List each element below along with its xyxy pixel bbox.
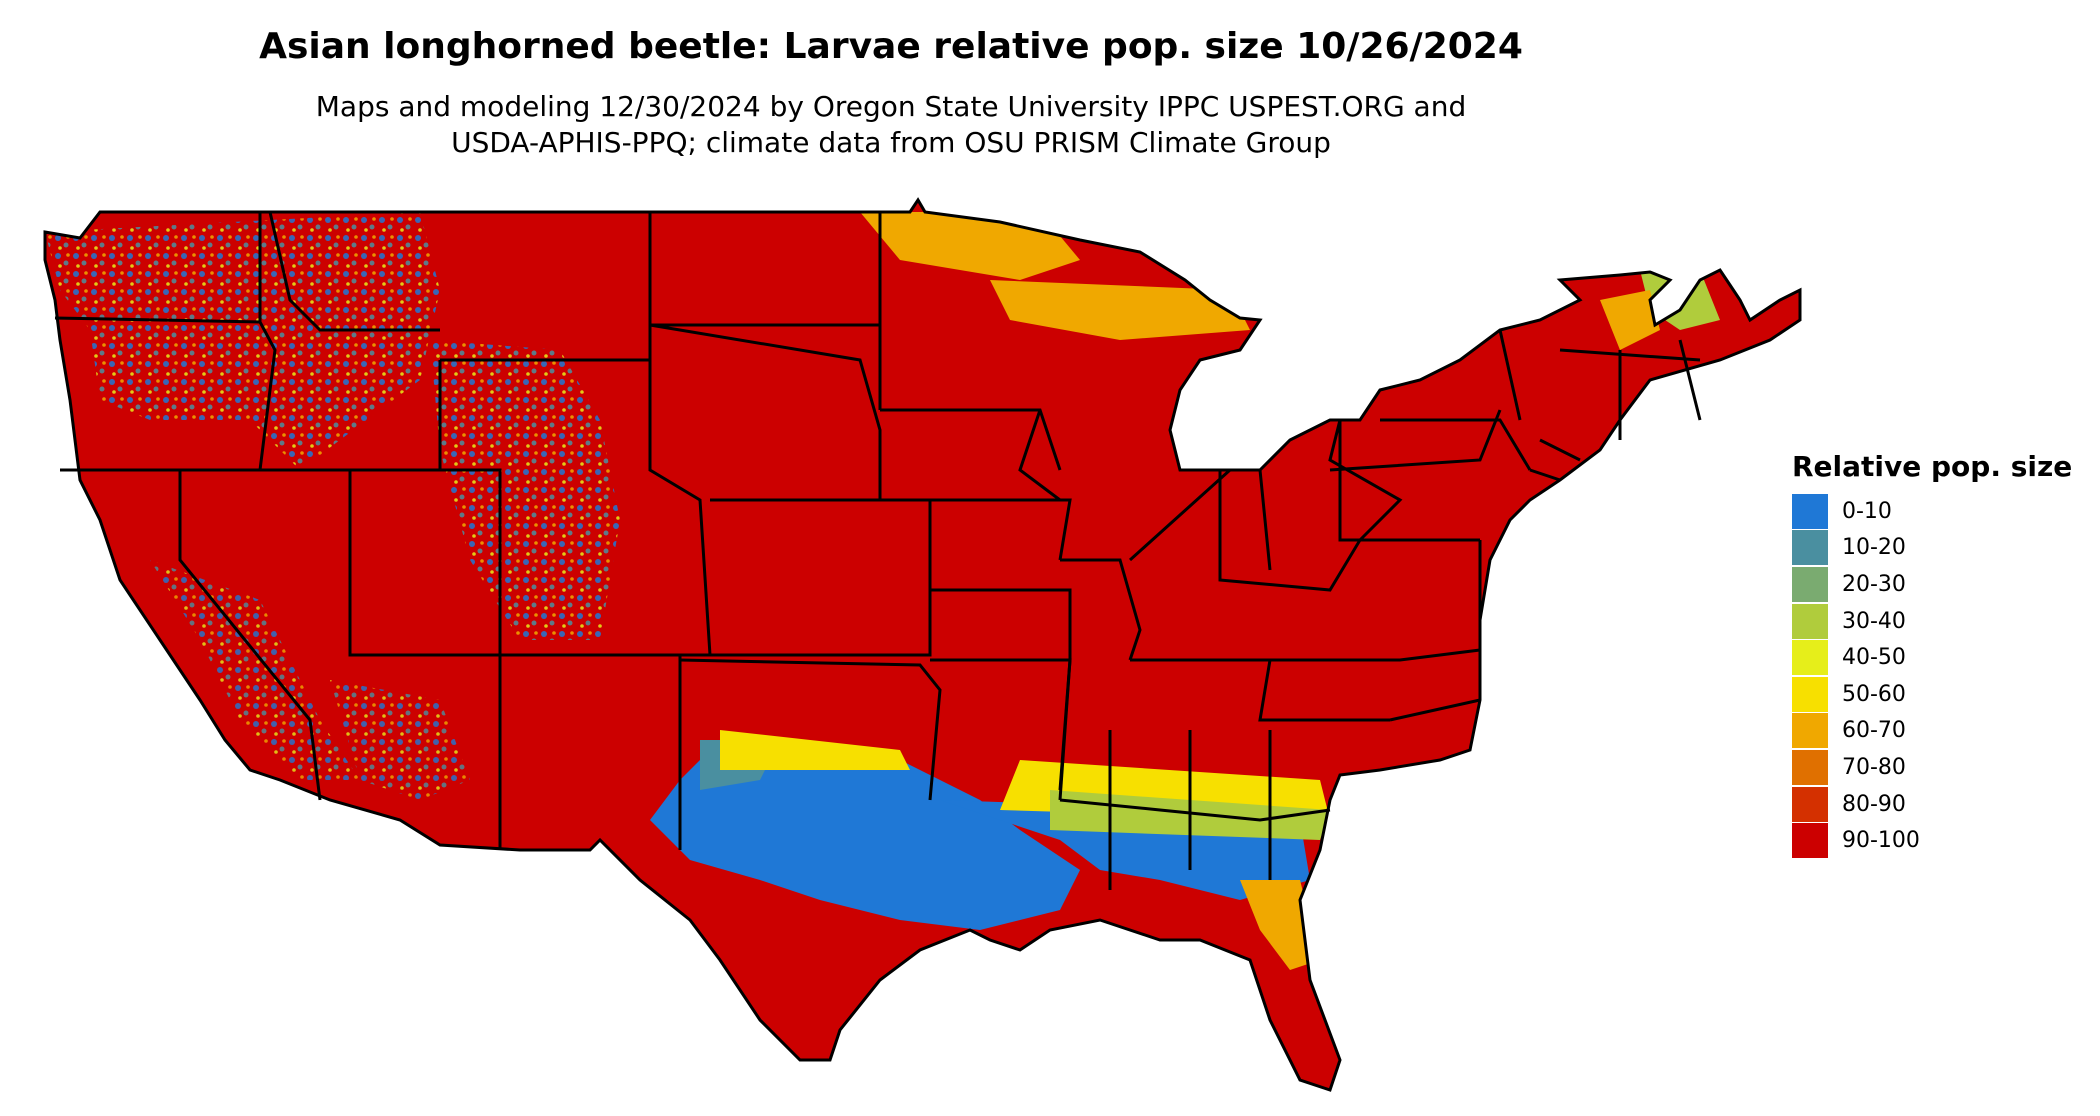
state-borders — [43, 197, 1802, 1092]
legend-swatch — [1792, 749, 1828, 785]
legend-swatch — [1792, 530, 1828, 566]
legend-item: 30-40 — [1792, 603, 2072, 640]
legend-label: 60-70 — [1842, 718, 1906, 744]
legend-label: 40-50 — [1842, 645, 1906, 671]
legend-label: 80-90 — [1842, 791, 1906, 817]
legend-item: 50-60 — [1792, 676, 2072, 713]
legend-item: 70-80 — [1792, 749, 2072, 786]
legend-label: 10-20 — [1842, 535, 1906, 561]
legend-item: 0-10 — [1792, 493, 2072, 530]
legend-swatch — [1792, 566, 1828, 602]
legend-label: 90-100 — [1842, 828, 1920, 854]
legend-item: 20-30 — [1792, 566, 2072, 603]
map-subtitle-line1: Maps and modeling 12/30/2024 by Oregon S… — [315, 90, 1467, 123]
legend-swatch — [1792, 493, 1828, 529]
legend: Relative pop. size 0-10 10-20 20-30 30-4… — [1792, 450, 2072, 859]
map-title: Asian longhorned beetle: Larvae relative… — [259, 26, 1523, 67]
legend-swatch — [1792, 713, 1828, 749]
legend-swatch — [1792, 823, 1828, 859]
map-subtitle-line2: USDA-APHIS-PPQ; climate data from OSU PR… — [451, 126, 1331, 159]
legend-swatch — [1792, 786, 1828, 822]
legend-swatch — [1792, 640, 1828, 676]
legend-swatch — [1792, 676, 1828, 712]
legend-swatch — [1792, 603, 1828, 639]
legend-label: 30-40 — [1842, 608, 1906, 634]
legend-item: 60-70 — [1792, 713, 2072, 750]
legend-label: 0-10 — [1842, 498, 1892, 524]
legend-label: 70-80 — [1842, 754, 1906, 780]
legend-label: 20-30 — [1842, 571, 1906, 597]
legend-item: 90-100 — [1792, 822, 2072, 859]
legend-title: Relative pop. size — [1792, 450, 2073, 483]
legend-item: 40-50 — [1792, 639, 2072, 676]
legend-item: 80-90 — [1792, 786, 2072, 823]
legend-label: 50-60 — [1842, 681, 1906, 707]
legend-item: 10-20 — [1792, 530, 2072, 567]
